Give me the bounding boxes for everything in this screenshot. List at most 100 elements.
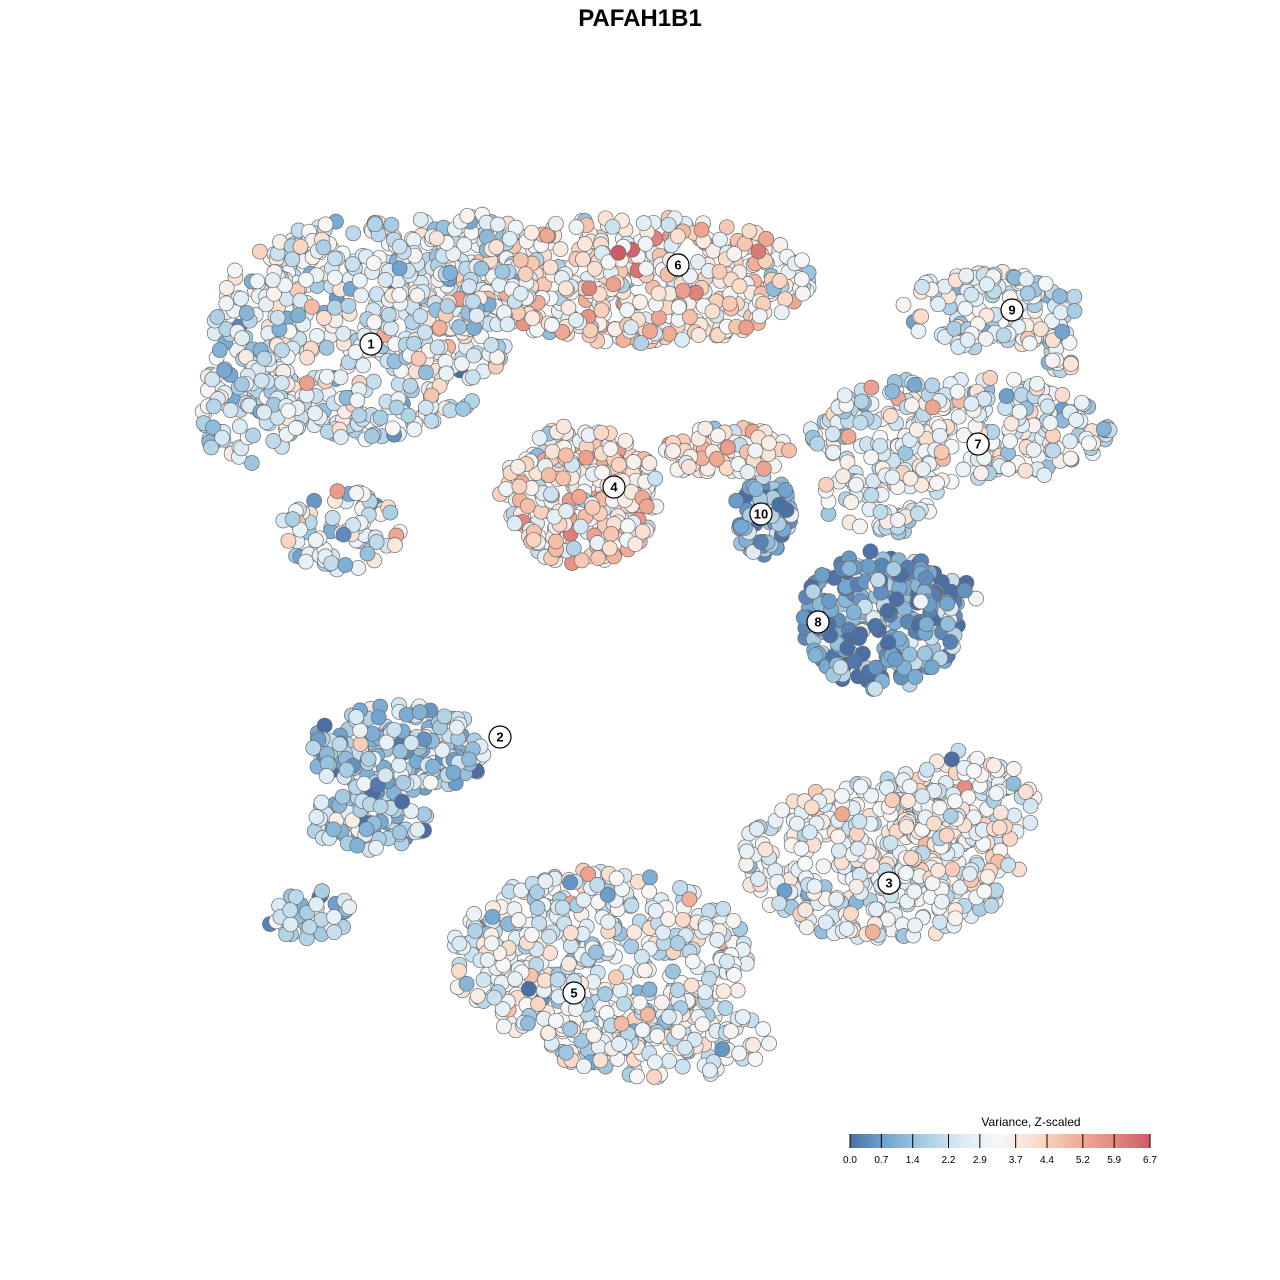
cell-point-cluster-7 [924,377,941,394]
cell-point-cluster-3 [1022,798,1039,814]
cell-point-cluster-5 [734,1009,751,1025]
cell-point-cluster-10 [747,481,764,498]
cell-point-cluster-6 [568,312,584,328]
cell-point-cluster-1 [292,238,309,255]
cell-point-cluster-9 [1066,303,1083,319]
cell-point-cluster-9 [963,286,980,303]
cell-point-cluster-5 [755,1021,771,1037]
legend-tick-label: 4.4 [1040,1155,1054,1166]
cell-point-cluster-1 [428,230,445,247]
cell-point-cluster-2 [461,751,477,768]
cell-point-cluster-5 [588,944,604,961]
cell-point-cluster-1 [406,421,423,438]
cell-point-cluster-1 [382,504,399,521]
cell-point-cluster-5 [674,1058,691,1075]
cell-point-cluster-3 [947,910,964,927]
cell-point-cluster-4 [565,540,582,557]
cell-point-cluster-5 [469,988,486,1004]
cell-point-cluster-1 [309,328,325,344]
cell-point-cluster-5 [510,912,527,928]
cell-point-cluster-7 [908,421,925,438]
cell-point-cluster-1 [351,407,368,424]
cell-point-cluster-1 [249,273,266,290]
cell-point-cluster-9 [1063,356,1079,372]
cell-point-cluster-7 [872,504,889,520]
cell-point-cluster-5 [631,994,648,1011]
cell-point-cluster-1 [490,216,506,233]
cell-point-cluster-2 [377,767,394,784]
cell-point-cluster-3 [1005,761,1022,777]
cell-point-cluster-7 [1039,398,1056,415]
cell-point-cluster-3 [750,871,766,887]
cell-point-cluster-7 [949,383,966,400]
cell-point-cluster-2 [398,706,415,723]
cell-point-cluster-6 [793,271,810,288]
cell-point-cluster-5 [592,1052,609,1069]
cell-point-cluster-5 [589,877,606,893]
cell-point-cluster-1 [307,532,324,549]
cluster-label-3: 3 [877,871,901,895]
cell-point-cluster-8 [862,543,879,560]
legend-tick-label: 6.7 [1143,1155,1157,1166]
cell-point-cluster-4 [511,478,528,495]
cell-point-cluster-1 [468,307,485,324]
cell-point-cluster-4 [548,533,564,550]
cell-point-cluster-3 [830,828,846,845]
cell-point-cluster-6 [777,291,793,308]
cell-point-cluster-5 [655,924,671,941]
cell-point-cluster-4 [558,447,574,464]
cell-point-cluster-2 [348,709,365,725]
cell-point-cluster-1 [304,298,320,315]
cell-point-cluster-5 [654,994,670,1011]
cell-point-cluster-5 [714,1041,731,1057]
cell-point-cluster-4 [756,460,772,477]
cell-point-cluster-1 [423,413,440,429]
cell-point-cluster-1 [383,320,399,337]
cell-point-cluster-2 [352,736,369,752]
cell-point-cluster-2 [341,899,358,915]
cell-point-cluster-6 [670,299,687,315]
cell-point-cluster-1 [417,324,433,341]
cell-point-cluster-1 [280,402,297,419]
cell-point-cluster-4 [555,470,572,487]
cell-point-cluster-7 [843,494,859,510]
cluster-label-4: 4 [602,475,626,499]
cell-point-cluster-7 [1081,435,1097,452]
cell-point-cluster-2 [301,919,318,935]
cell-point-cluster-3 [868,901,884,918]
cell-point-cluster-1 [327,269,343,286]
cell-point-cluster-6 [726,246,743,262]
cell-point-cluster-4 [601,540,618,557]
cell-point-cluster-8 [957,582,973,599]
legend-tick-label: 2.2 [942,1155,956,1166]
cell-point-cluster-1 [372,409,389,426]
cell-point-cluster-4 [519,498,536,514]
cell-point-cluster-7 [982,370,999,386]
cell-point-cluster-1 [350,560,367,576]
cell-point-cluster-4 [578,449,595,466]
cell-point-cluster-8 [939,595,956,612]
cell-point-cluster-4 [625,454,642,470]
cell-point-cluster-5 [719,953,735,970]
cell-point-cluster-5 [495,1018,512,1035]
cell-point-cluster-4 [710,427,726,444]
cell-point-cluster-5 [523,926,540,943]
cell-point-cluster-7 [1036,467,1053,483]
cell-point-cluster-3 [864,924,881,940]
legend-tick-label: 0.0 [843,1155,857,1166]
cell-point-cluster-7 [910,505,926,522]
cell-point-cluster-3 [901,778,918,795]
cell-point-cluster-1 [264,272,281,289]
cell-point-cluster-7 [1000,461,1017,477]
cell-point-cluster-3 [900,793,916,809]
cell-point-cluster-3 [966,763,982,779]
cell-point-cluster-9 [957,300,974,317]
cell-point-cluster-3 [771,895,788,912]
legend-tick-label: 5.9 [1107,1155,1121,1166]
cell-point-cluster-1 [412,308,429,324]
cell-point-cluster-1 [332,369,349,386]
cell-point-cluster-1 [353,287,369,304]
cell-point-cluster-8 [873,584,889,601]
cell-point-cluster-7 [1068,412,1084,428]
cell-point-cluster-8 [912,593,929,610]
